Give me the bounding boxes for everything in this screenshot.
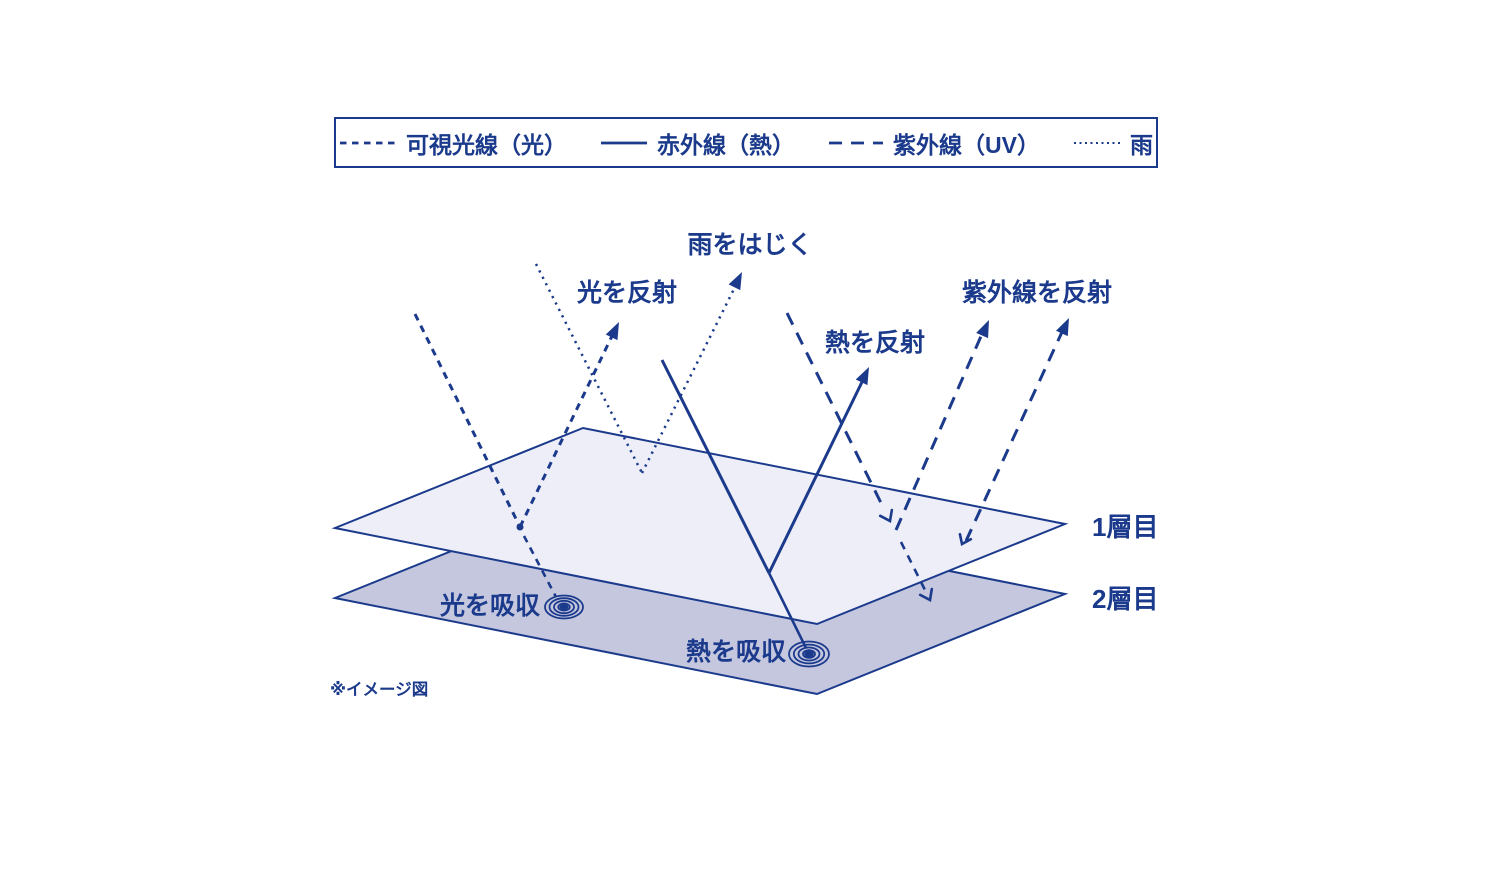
visible-light-incoming-line	[413, 313, 522, 528]
repel-rain-label: 雨をはじく	[687, 231, 812, 259]
uv-impact-arrowhead-2-icon	[958, 532, 973, 546]
uv-transmitted-arrowhead-icon	[918, 587, 934, 602]
absorb-heat-label: 熱を吸収	[686, 638, 787, 666]
visible-light-reflected-line	[518, 335, 614, 528]
uv-reflect-arrowhead-1-icon	[976, 320, 989, 339]
heat-incoming-line	[660, 359, 771, 574]
infrared-line-sample-icon	[601, 141, 648, 144]
legend-label-rain: 雨	[1129, 131, 1153, 158]
legend-label-visible-light: 可視光線（光）	[406, 131, 568, 158]
absorb-light-label: 光を吸収	[439, 592, 541, 620]
legend-item-infrared: 赤外線（熱）	[600, 126, 795, 160]
rain-incoming-line	[534, 263, 644, 474]
legend-label-uv: 紫外線（UV）	[893, 131, 1040, 158]
uv-reflected-line-2	[964, 331, 1064, 542]
legend-item-rain: 雨	[1073, 126, 1153, 160]
layer2-label: 2層目	[1092, 584, 1158, 614]
uv-line-sample-icon	[829, 141, 884, 144]
uv-reflect-arrowhead-2-icon	[1055, 318, 1069, 337]
infrared-heat-ray	[660, 359, 869, 668]
legend-item-visible-light: 可視光線（光）	[339, 126, 567, 160]
heat-reflect-arrowhead-icon	[855, 367, 869, 386]
visible-light-absorbed-line	[522, 535, 558, 598]
visible-light-ray	[413, 313, 619, 620]
light-absorption-ripple-icon	[544, 594, 584, 620]
visible-light-line-sample-icon	[340, 141, 397, 144]
visible-light-reflect-arrowhead-icon	[605, 322, 619, 341]
uv-impact-arrowhead-icon	[878, 508, 894, 523]
uv-ray	[785, 312, 1069, 602]
image-note-label: ※イメージ図	[330, 680, 428, 699]
rain-line-sample-icon	[1073, 141, 1120, 144]
layer1-label: 1層目	[1092, 512, 1158, 542]
heat-reflected-line	[767, 381, 864, 574]
legend-box: 可視光線（光） 赤外線（熱） 紫外線（UV） 雨	[334, 117, 1158, 168]
rain-ray	[534, 263, 742, 474]
rain-repelled-line	[640, 286, 737, 474]
legend-label-infrared: 赤外線（熱）	[657, 131, 796, 158]
reflect-uv-label: 紫外線を反射	[962, 278, 1112, 307]
uv-reflected-line-1	[894, 333, 984, 531]
layer1-surface	[331, 426, 1069, 626]
legend-item-uv: 紫外線（UV）	[828, 126, 1040, 160]
uv-incoming-line	[785, 312, 886, 510]
heat-absorbed-line	[767, 572, 808, 649]
reflect-heat-label: 熱を反射	[825, 329, 925, 357]
reflect-light-label: 光を反射	[576, 279, 677, 307]
heat-absorption-ripple-icon	[788, 640, 830, 668]
rain-repel-arrowhead-icon	[728, 272, 742, 291]
